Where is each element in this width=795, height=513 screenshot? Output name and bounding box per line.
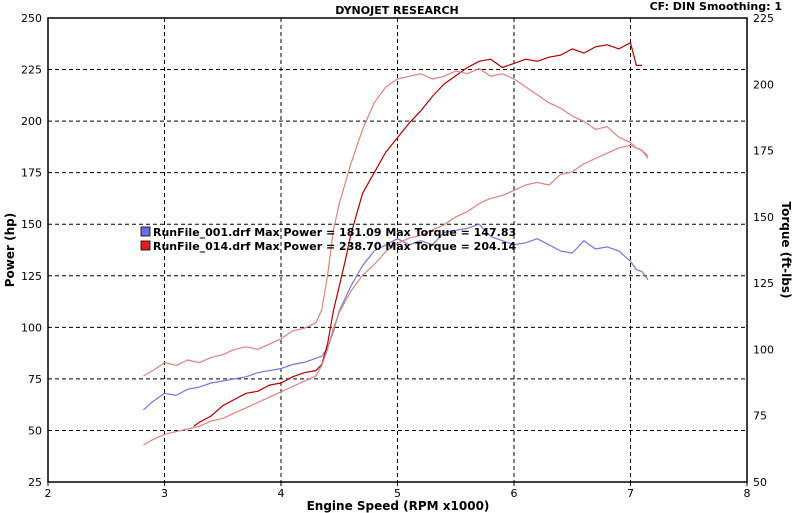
y-right-tick-label: 100 bbox=[753, 343, 774, 356]
grid-lines bbox=[48, 18, 747, 482]
legend: RunFile_001.drf Max Power = 181.09 Max T… bbox=[140, 226, 516, 253]
legend-swatch-run014 bbox=[140, 240, 151, 251]
y-right-tick-labels: 50 75 100 125 150 175 200 225 bbox=[753, 12, 774, 489]
y-left-tick-label: 200 bbox=[21, 115, 42, 128]
y-left-tick-labels: 25 50 75 100 125 150 175 200 225 250 bbox=[21, 12, 42, 489]
y-right-axis-label: Torque (ft-lbs) bbox=[779, 202, 793, 299]
series-line-run001-power bbox=[143, 223, 649, 411]
series-line-run014-power bbox=[193, 42, 643, 427]
legend-swatch-run001 bbox=[140, 226, 151, 237]
y-left-tick-label: 225 bbox=[21, 64, 42, 77]
y-left-tick-label: 150 bbox=[21, 218, 42, 231]
y-left-tick-label: 25 bbox=[28, 476, 42, 489]
x-tick-labels: 2 3 4 5 6 7 8 bbox=[45, 482, 751, 500]
legend-label-run014: RunFile_014.drf Max Power = 238.70 Max T… bbox=[153, 240, 516, 253]
y-left-tick-label: 125 bbox=[21, 270, 42, 283]
y-right-tick-label: 75 bbox=[753, 410, 767, 423]
y-left-axis-label: Power (hp) bbox=[3, 213, 17, 287]
y-right-tick-label: 225 bbox=[753, 12, 774, 25]
x-tick-label: 7 bbox=[627, 487, 634, 500]
y-right-tick-label: 175 bbox=[753, 145, 774, 158]
x-tick-label: 2 bbox=[45, 487, 52, 500]
y-right-tick-label: 200 bbox=[753, 78, 774, 91]
y-left-tick-label: 75 bbox=[28, 373, 42, 386]
y-left-tick-label: 50 bbox=[28, 424, 42, 437]
x-tick-label: 3 bbox=[161, 487, 168, 500]
series-line-run014-torque-low bbox=[143, 144, 649, 446]
series-layer bbox=[143, 42, 649, 446]
y-right-tick-label: 125 bbox=[753, 277, 774, 290]
series-line-run014-torque bbox=[143, 67, 649, 377]
x-tick-label: 5 bbox=[394, 487, 401, 500]
y-right-tick-label: 150 bbox=[753, 211, 774, 224]
x-tick-label: 8 bbox=[744, 487, 751, 500]
corner-note: CF: DIN Smoothing: 1 bbox=[650, 0, 782, 13]
chart-title: DYNOJET RESEARCH bbox=[335, 4, 458, 17]
legend-label-run001: RunFile_001.drf Max Power = 181.09 Max T… bbox=[153, 226, 516, 239]
x-tick-label: 6 bbox=[511, 487, 518, 500]
y-left-tick-label: 175 bbox=[21, 167, 42, 180]
y-right-tick-label: 50 bbox=[753, 476, 767, 489]
y-left-tick-label: 250 bbox=[21, 12, 42, 25]
x-axis-label: Engine Speed (RPM x1000) bbox=[307, 499, 490, 513]
y-left-tick-label: 100 bbox=[21, 321, 42, 334]
x-tick-label: 4 bbox=[278, 487, 285, 500]
